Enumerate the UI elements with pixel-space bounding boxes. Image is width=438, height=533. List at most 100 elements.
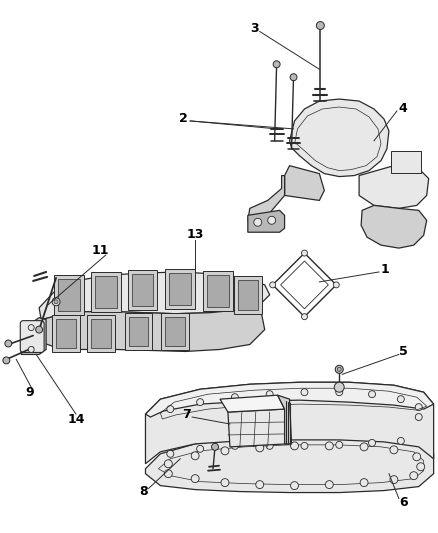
Circle shape <box>164 470 172 478</box>
Circle shape <box>164 460 172 468</box>
Polygon shape <box>233 276 261 314</box>
Circle shape <box>359 479 367 487</box>
Circle shape <box>267 216 275 224</box>
Circle shape <box>359 443 367 451</box>
Circle shape <box>335 441 342 448</box>
Circle shape <box>54 300 58 304</box>
Circle shape <box>231 442 238 449</box>
Circle shape <box>414 414 421 421</box>
Circle shape <box>255 444 263 452</box>
Bar <box>390 151 420 173</box>
Circle shape <box>368 391 374 398</box>
Circle shape <box>316 21 324 29</box>
Polygon shape <box>52 314 80 352</box>
Circle shape <box>255 481 263 489</box>
Polygon shape <box>95 276 117 308</box>
Polygon shape <box>289 99 388 176</box>
Circle shape <box>28 346 34 352</box>
Polygon shape <box>87 314 114 352</box>
Polygon shape <box>91 272 120 312</box>
Text: 4: 4 <box>398 101 406 115</box>
Polygon shape <box>128 317 148 346</box>
Polygon shape <box>127 270 157 310</box>
Polygon shape <box>169 273 191 305</box>
Polygon shape <box>165 317 185 346</box>
Circle shape <box>290 442 298 450</box>
Circle shape <box>325 442 332 450</box>
Polygon shape <box>284 166 324 200</box>
Circle shape <box>28 325 34 330</box>
Text: 2: 2 <box>178 112 187 125</box>
Circle shape <box>35 326 42 333</box>
Circle shape <box>265 391 272 398</box>
Text: 5: 5 <box>399 345 407 358</box>
Circle shape <box>409 472 417 480</box>
FancyBboxPatch shape <box>20 321 44 352</box>
Text: 11: 11 <box>92 244 109 256</box>
Circle shape <box>414 403 421 410</box>
Polygon shape <box>227 409 287 447</box>
Polygon shape <box>39 272 269 320</box>
Text: 9: 9 <box>25 386 33 399</box>
Circle shape <box>396 438 403 445</box>
Circle shape <box>191 452 199 460</box>
Polygon shape <box>145 437 433 492</box>
Circle shape <box>389 446 397 454</box>
Polygon shape <box>207 275 229 307</box>
Circle shape <box>272 61 279 68</box>
Circle shape <box>368 439 374 446</box>
Polygon shape <box>161 313 189 351</box>
Polygon shape <box>124 313 152 351</box>
Polygon shape <box>58 279 80 311</box>
Polygon shape <box>56 319 76 349</box>
Circle shape <box>389 475 397 483</box>
Circle shape <box>196 399 203 406</box>
Circle shape <box>336 367 340 372</box>
Circle shape <box>5 340 12 347</box>
Circle shape <box>52 298 60 306</box>
Circle shape <box>196 446 203 453</box>
Polygon shape <box>237 280 257 310</box>
Polygon shape <box>219 395 284 412</box>
Polygon shape <box>360 205 426 248</box>
Circle shape <box>211 443 218 450</box>
Circle shape <box>335 365 343 373</box>
Circle shape <box>332 282 339 288</box>
Polygon shape <box>277 395 291 444</box>
Circle shape <box>265 442 272 449</box>
Circle shape <box>396 395 403 402</box>
Polygon shape <box>203 271 233 311</box>
Text: 14: 14 <box>67 413 85 425</box>
Polygon shape <box>39 305 264 351</box>
Text: 13: 13 <box>186 228 203 241</box>
Polygon shape <box>91 319 110 349</box>
Circle shape <box>3 357 10 364</box>
Text: 7: 7 <box>181 408 190 421</box>
Circle shape <box>300 442 307 449</box>
Circle shape <box>220 479 229 487</box>
Polygon shape <box>21 318 46 354</box>
Circle shape <box>412 453 420 461</box>
Circle shape <box>290 482 298 490</box>
Circle shape <box>300 389 307 395</box>
Text: 1: 1 <box>380 263 389 277</box>
Polygon shape <box>165 269 195 309</box>
Circle shape <box>325 481 332 489</box>
Circle shape <box>191 475 199 482</box>
Text: 3: 3 <box>250 22 258 35</box>
Text: 6: 6 <box>399 496 407 509</box>
Circle shape <box>166 406 173 413</box>
Circle shape <box>416 463 424 471</box>
Circle shape <box>301 250 307 256</box>
Polygon shape <box>145 382 433 464</box>
Circle shape <box>220 447 229 455</box>
Circle shape <box>166 450 173 457</box>
Polygon shape <box>131 274 153 306</box>
Polygon shape <box>54 275 84 314</box>
Polygon shape <box>145 382 433 417</box>
Circle shape <box>290 74 297 80</box>
Circle shape <box>231 394 238 401</box>
Circle shape <box>253 219 261 226</box>
Text: 8: 8 <box>139 485 148 498</box>
Polygon shape <box>358 166 427 208</box>
